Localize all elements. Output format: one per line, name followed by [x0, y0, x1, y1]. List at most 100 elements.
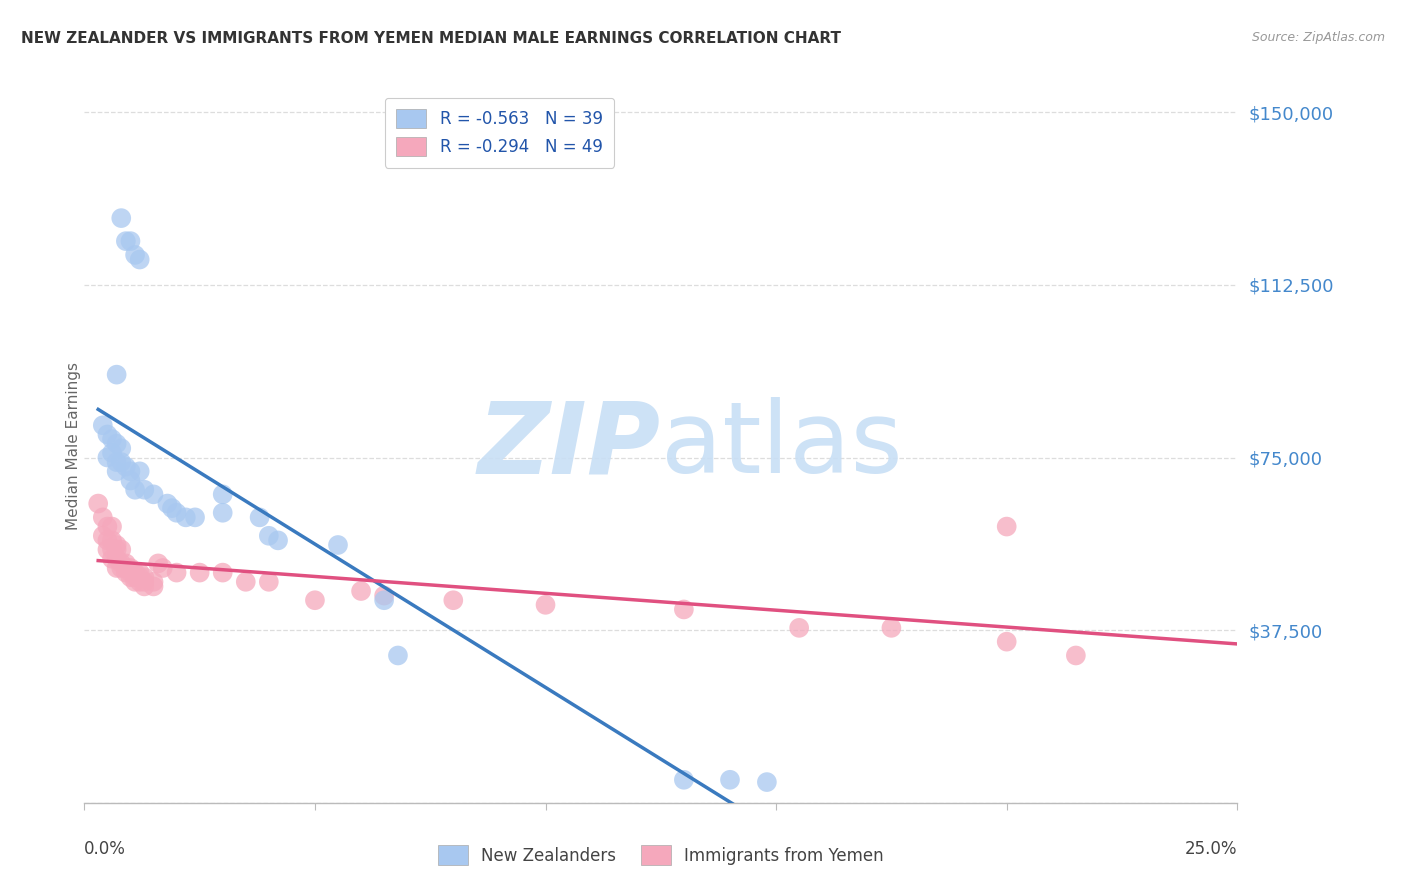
Point	[534, 598, 557, 612]
Point	[105, 464, 128, 478]
Point	[110, 442, 132, 456]
Point	[101, 446, 124, 460]
Point	[101, 551, 124, 566]
Point	[101, 542, 124, 557]
Point	[235, 574, 257, 589]
Point	[184, 510, 207, 524]
Point	[105, 436, 128, 450]
Point	[373, 593, 395, 607]
Point	[166, 506, 188, 520]
Point	[115, 561, 138, 575]
Point	[105, 551, 128, 566]
Point	[120, 474, 142, 488]
Point	[105, 455, 128, 469]
Point	[120, 464, 142, 478]
Text: atlas: atlas	[661, 398, 903, 494]
Point	[110, 455, 132, 469]
Point	[105, 561, 128, 575]
Point	[787, 621, 810, 635]
Point	[128, 464, 150, 478]
Point	[115, 459, 138, 474]
Point	[91, 529, 114, 543]
Point	[101, 432, 124, 446]
Text: NEW ZEALANDER VS IMMIGRANTS FROM YEMEN MEDIAN MALE EARNINGS CORRELATION CHART: NEW ZEALANDER VS IMMIGRANTS FROM YEMEN M…	[21, 31, 841, 46]
Point	[174, 510, 197, 524]
Legend: R = -0.563   N = 39, R = -0.294   N = 49: R = -0.563 N = 39, R = -0.294 N = 49	[385, 97, 614, 168]
Point	[441, 593, 464, 607]
Legend: New Zealanders, Immigrants from Yemen: New Zealanders, Immigrants from Yemen	[427, 836, 894, 875]
Point	[124, 574, 146, 589]
Point	[146, 557, 169, 571]
Point	[124, 570, 146, 584]
Point	[96, 427, 118, 442]
Point	[120, 234, 142, 248]
Point	[672, 772, 695, 787]
Point	[160, 501, 183, 516]
Point	[326, 538, 349, 552]
Point	[105, 538, 128, 552]
Point	[387, 648, 409, 663]
Point	[96, 450, 118, 465]
Point	[115, 557, 138, 571]
Point	[267, 533, 290, 548]
Point	[995, 519, 1018, 533]
Point	[249, 510, 271, 524]
Point	[105, 542, 128, 557]
Point	[101, 533, 124, 548]
Point	[142, 574, 165, 589]
Point	[91, 418, 114, 433]
Point	[96, 533, 118, 548]
Point	[91, 510, 114, 524]
Point	[1064, 648, 1087, 663]
Point	[718, 772, 741, 787]
Point	[128, 566, 150, 580]
Point	[128, 570, 150, 584]
Text: 25.0%: 25.0%	[1185, 839, 1237, 857]
Point	[134, 579, 156, 593]
Text: ZIP: ZIP	[478, 398, 661, 494]
Point	[124, 483, 146, 497]
Point	[128, 252, 150, 267]
Point	[134, 483, 156, 497]
Point	[211, 566, 233, 580]
Point	[120, 566, 142, 580]
Point	[755, 775, 778, 789]
Point	[134, 574, 156, 589]
Point	[373, 589, 395, 603]
Text: Source: ZipAtlas.com: Source: ZipAtlas.com	[1251, 31, 1385, 45]
Point	[257, 574, 280, 589]
Y-axis label: Median Male Earnings: Median Male Earnings	[66, 362, 80, 530]
Point	[105, 368, 128, 382]
Point	[120, 561, 142, 575]
Point	[128, 574, 150, 589]
Point	[211, 487, 233, 501]
Text: 0.0%: 0.0%	[84, 839, 127, 857]
Point	[110, 561, 132, 575]
Point	[134, 570, 156, 584]
Point	[156, 497, 179, 511]
Point	[142, 579, 165, 593]
Point	[152, 561, 174, 575]
Point	[880, 621, 903, 635]
Point	[350, 584, 373, 599]
Point	[142, 487, 165, 501]
Point	[110, 211, 132, 226]
Point	[120, 570, 142, 584]
Point	[188, 566, 211, 580]
Point	[96, 542, 118, 557]
Point	[96, 519, 118, 533]
Point	[124, 566, 146, 580]
Point	[110, 542, 132, 557]
Point	[115, 234, 138, 248]
Point	[672, 602, 695, 616]
Point	[257, 529, 280, 543]
Point	[110, 557, 132, 571]
Point	[87, 497, 110, 511]
Point	[115, 566, 138, 580]
Point	[304, 593, 326, 607]
Point	[166, 566, 188, 580]
Point	[995, 634, 1018, 648]
Point	[101, 519, 124, 533]
Point	[211, 506, 233, 520]
Point	[124, 248, 146, 262]
